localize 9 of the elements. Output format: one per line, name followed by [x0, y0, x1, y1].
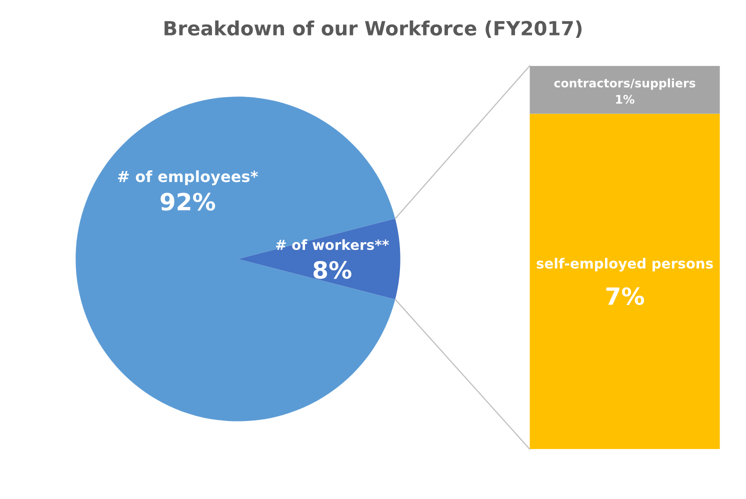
- chart-title: Breakdown of our Workforce (FY2017): [164, 20, 582, 38]
- data-label: 8%: [314, 260, 352, 279]
- slice-label: # of workers**: [276, 239, 389, 250]
- data-label: 92%: [160, 192, 216, 211]
- slice-label: # of employees*: [118, 170, 258, 186]
- data-label: 1%: [616, 94, 634, 104]
- series-label: contractors/suppliers: [554, 78, 696, 90]
- data-label: 7%: [606, 287, 644, 306]
- series-label: self-employed persons: [536, 258, 713, 272]
